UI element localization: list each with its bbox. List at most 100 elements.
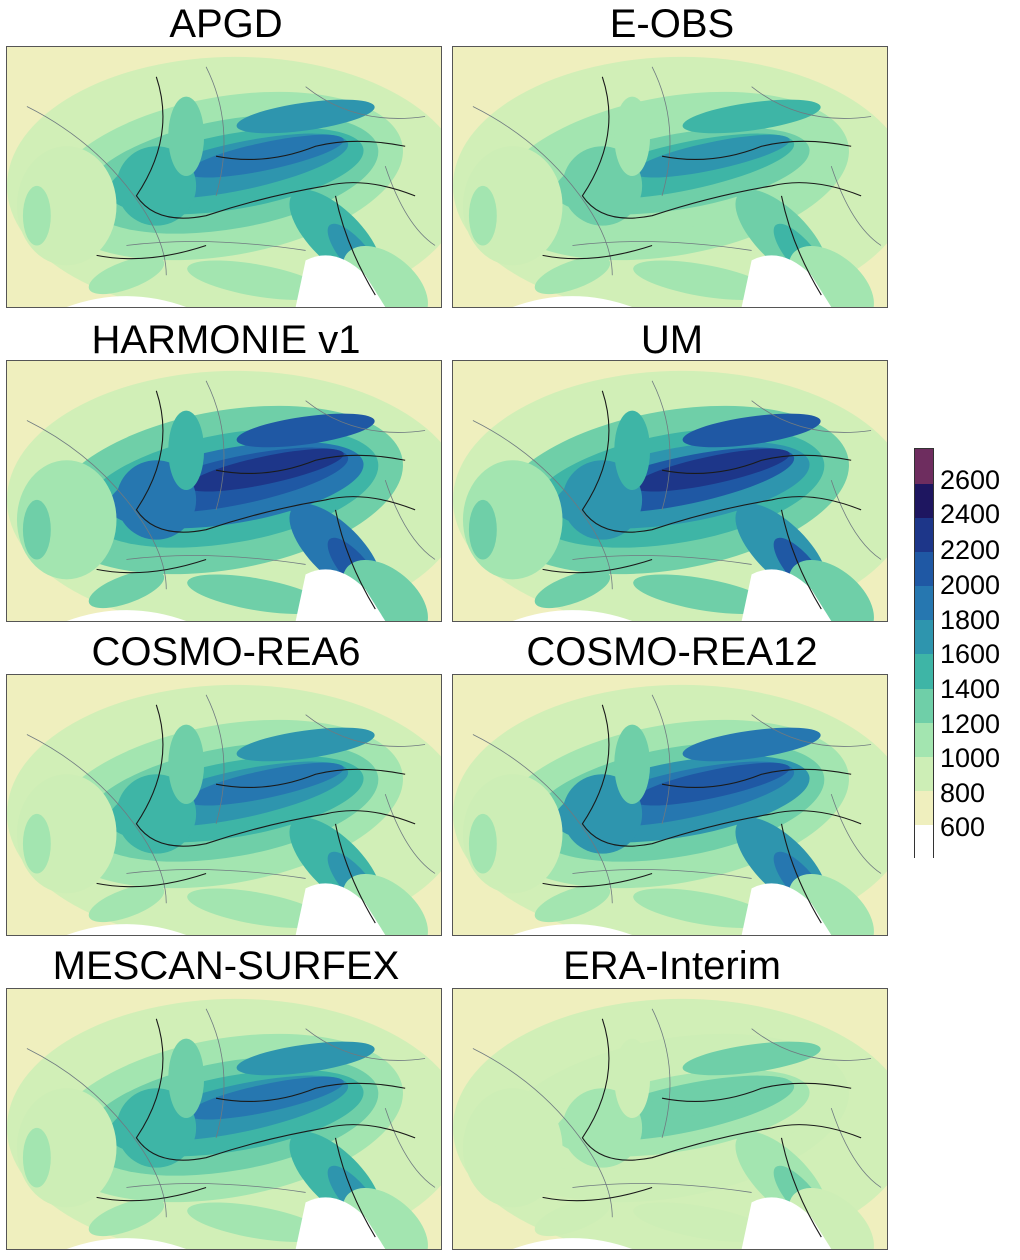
river-line [572,1183,752,1193]
precipitation-map [6,360,442,622]
sea-area [512,924,633,935]
precip-contour [682,1041,821,1076]
colorbar-segment [915,619,933,655]
precipitation-map [452,674,888,936]
precip-contour [633,260,771,300]
country-border [661,140,852,160]
country-border [96,558,207,574]
precip-contour [534,570,611,609]
colorbar-tick-label: 600 [940,812,986,842]
country-border [542,872,653,888]
precip-contour [22,499,51,560]
country-border [215,454,406,474]
colorbar-tick-label: 2000 [940,570,1001,600]
country-border [661,768,852,788]
river-line [472,420,613,590]
panel-title: HARMONIE v1 [91,318,361,362]
colorbar-segment [915,483,933,518]
sea-area [66,924,187,935]
precip-contour [614,410,651,491]
country-border [581,390,862,533]
river-line [751,714,872,747]
river-line [305,86,426,119]
sea-area [66,296,187,307]
country-border [215,1082,406,1102]
country-border [135,76,416,219]
country-border [96,1186,207,1202]
river-line [830,165,882,246]
river-line [472,734,613,904]
river-line [305,1028,426,1061]
river-line [651,694,671,824]
sea-area [512,1238,633,1249]
river-line [305,400,426,433]
precipitation-map [452,46,888,308]
country-border [135,704,416,847]
precip-contour [88,1198,165,1237]
precip-contour [236,413,375,448]
river-line [126,241,306,251]
river-line [472,1048,613,1218]
precip-contour [22,1127,51,1188]
panel-title: APGD [169,2,283,46]
panel-title: ERA-Interim [563,944,781,988]
precip-contour [187,762,344,806]
colorbar-tick-label: 1600 [940,639,1001,669]
precip-contour [236,1041,375,1076]
river-line [572,869,752,879]
precip-contour [88,256,165,295]
precipitation-map [452,988,888,1250]
precip-contour [88,884,165,923]
precip-contour [682,727,821,762]
precip-contour [682,413,821,448]
precip-contour [633,762,790,806]
river-line [205,66,225,196]
precip-contour [168,724,205,805]
country-border [780,195,822,296]
country-border [780,1137,822,1238]
precip-contour [614,96,651,177]
precip-contour [682,99,821,134]
river-line [26,106,167,276]
precip-contour [187,574,325,614]
precip-contour [187,1076,344,1120]
country-border [334,823,376,924]
precip-contour [236,99,375,134]
precip-contour [187,448,344,492]
sea-area [741,1197,832,1249]
river-line [126,555,306,565]
colorbar-tick-label: 800 [940,778,986,808]
country-border [96,244,207,260]
river-line [26,1048,167,1218]
precip-contour [468,185,497,246]
precip-contour [633,134,790,178]
sea-area [295,255,386,307]
river-line [26,734,167,904]
sea-area [512,610,633,621]
precip-contour [534,256,611,295]
sea-area [741,255,832,307]
panel-title: COSMO-REA12 [526,630,818,674]
country-border [96,872,207,888]
colorbar-segment [915,517,933,552]
river-line [384,793,436,874]
country-border [334,195,376,296]
river-line [751,86,872,119]
precip-contour [187,1202,325,1242]
precip-contour [468,499,497,560]
colorbar-segment [915,824,933,860]
river-line [751,1028,872,1061]
river-line [830,1107,882,1188]
river-line [305,714,426,747]
country-border [135,1018,416,1161]
country-border [661,1082,852,1102]
colorbar-segment [915,722,933,757]
precip-contour [633,574,771,614]
country-border [581,76,862,219]
precip-contour [614,1038,651,1119]
panel-title: COSMO-REA6 [91,630,361,674]
precipitation-map [6,674,442,936]
precip-contour [88,570,165,609]
country-border [542,558,653,574]
country-border [215,140,406,160]
